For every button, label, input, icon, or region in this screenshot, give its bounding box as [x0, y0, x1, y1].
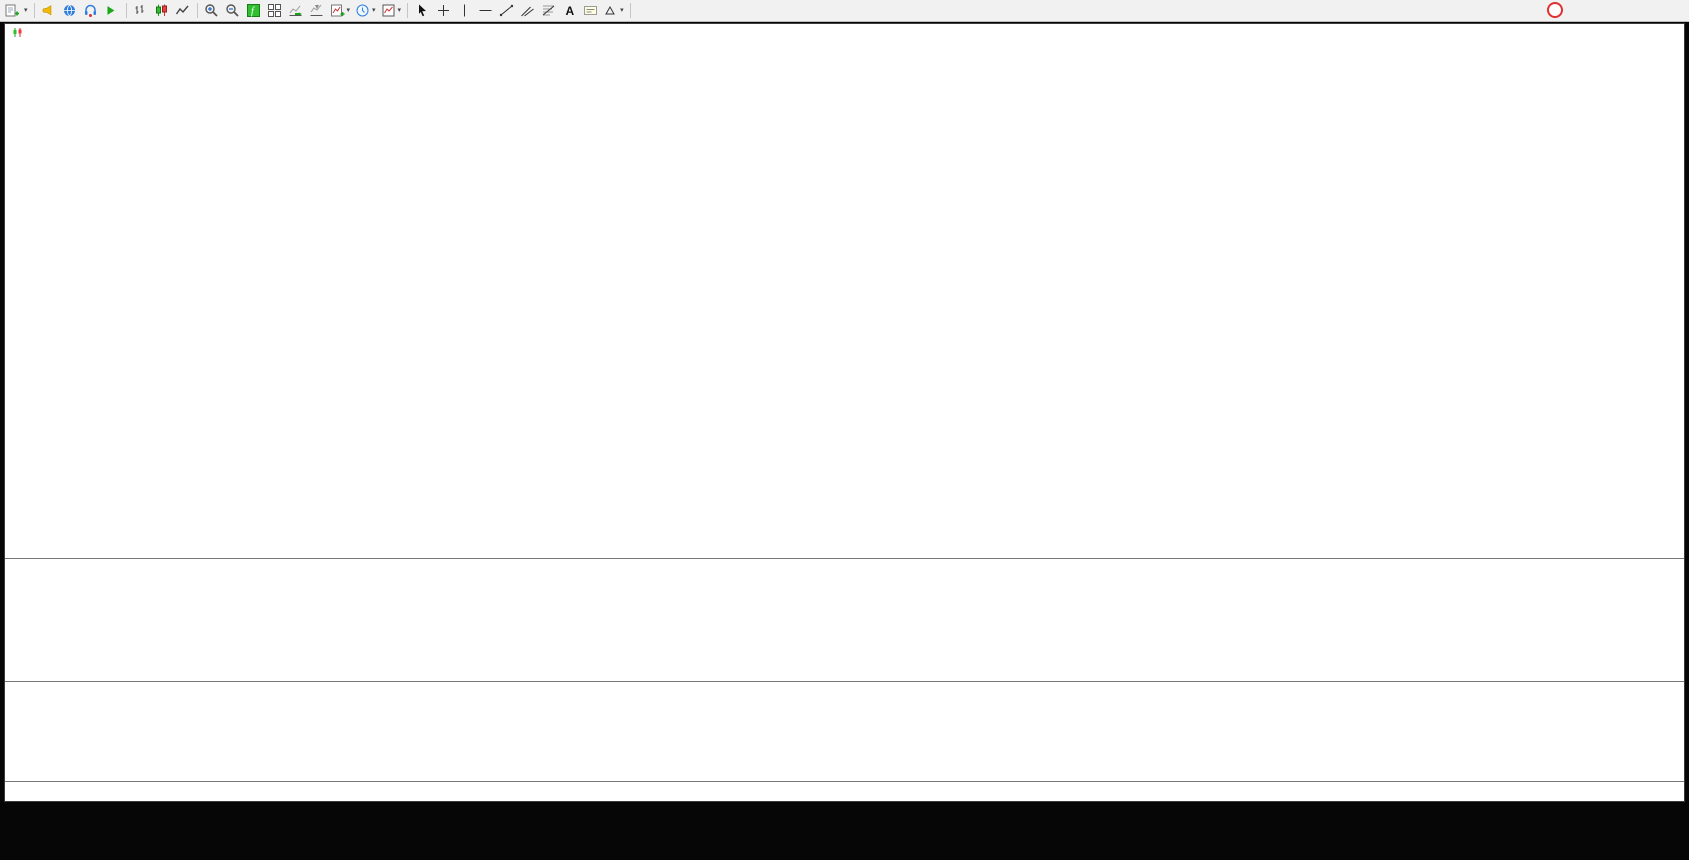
candle-chart-button[interactable] — [152, 2, 172, 20]
support-button[interactable] — [81, 2, 101, 20]
zoom-out-button[interactable] — [223, 2, 243, 20]
horizontal-line-icon — [479, 10, 492, 11]
toolbar-separator — [125, 3, 127, 18]
zoom-in-button[interactable] — [202, 2, 222, 20]
tile-windows-icon — [268, 4, 282, 17]
megaphone-icon — [42, 5, 52, 16]
zoom-in-icon — [205, 4, 218, 17]
play-icon — [107, 6, 115, 15]
headset-icon — [85, 4, 97, 17]
chart-window — [4, 23, 1685, 802]
fibonacci-tool-button[interactable] — [538, 2, 558, 20]
chevron-down-icon: ▾ — [620, 7, 624, 14]
svg-text:f: f — [251, 6, 255, 17]
template-icon — [382, 4, 395, 17]
clock-icon — [356, 4, 369, 17]
announcement-button[interactable] — [39, 2, 59, 20]
auto-trading-button[interactable] — [102, 2, 122, 20]
toolbar-separator — [407, 3, 409, 18]
vertical-line-icon — [463, 4, 465, 17]
auto-scroll-button[interactable] — [286, 2, 306, 20]
candle-chart-icon — [156, 4, 168, 16]
indicators-icon: f — [247, 4, 261, 17]
time-axis[interactable] — [5, 781, 1684, 801]
new-chart-button[interactable]: ▾ — [328, 2, 353, 20]
text-tool-button[interactable]: A — [559, 2, 579, 20]
trendline-tool-button[interactable] — [496, 2, 516, 20]
new-chart-icon — [330, 4, 345, 17]
bar-chart-button[interactable] — [131, 2, 151, 20]
fibonacci-icon — [542, 5, 554, 16]
auto-scroll-icon — [289, 5, 303, 16]
line-chart-button[interactable] — [173, 2, 193, 20]
line-chart-icon — [175, 5, 189, 15]
chart-shift-button[interactable] — [307, 2, 327, 20]
cursor-icon — [418, 4, 426, 17]
svg-text:A: A — [565, 4, 574, 18]
label-icon — [583, 6, 597, 15]
crosshair-tool-button[interactable] — [433, 2, 453, 20]
chevron-down-icon: ▾ — [24, 7, 28, 14]
crosshair-icon — [437, 5, 449, 16]
macd-canvas[interactable] — [5, 559, 1684, 681]
templates-button[interactable]: ▾ — [379, 2, 404, 20]
notification-badge[interactable] — [1547, 2, 1563, 18]
text-icon: A — [565, 4, 574, 18]
periods-button[interactable]: ▾ — [353, 2, 378, 20]
chevron-down-icon: ▾ — [372, 7, 376, 14]
vertical-line-tool-button[interactable] — [454, 2, 474, 20]
tile-windows-button[interactable] — [265, 2, 285, 20]
globe-icon — [64, 4, 76, 17]
shapes-icon — [605, 5, 615, 15]
rsi-pane — [5, 681, 1684, 781]
chart-title — [12, 27, 35, 38]
channel-tool-button[interactable] — [517, 2, 537, 20]
market-button[interactable] — [60, 2, 80, 20]
chart-shift-icon — [310, 4, 323, 16]
label-tool-button[interactable] — [580, 2, 600, 20]
rsi-canvas[interactable] — [5, 682, 1684, 781]
main-chart-pane — [5, 24, 1684, 558]
indicators-button[interactable]: f — [244, 2, 264, 20]
bar-chart-icon — [135, 5, 144, 14]
toolbar-separator — [33, 3, 35, 18]
chevron-down-icon: ▾ — [397, 7, 402, 14]
price-chart-canvas[interactable] — [5, 24, 1684, 558]
channel-icon — [520, 6, 534, 17]
toolbar-separator — [629, 3, 631, 18]
horizontal-line-tool-button[interactable] — [475, 2, 495, 20]
toolbar-separator — [196, 3, 198, 18]
new-order-button[interactable]: ▾ — [3, 2, 30, 20]
macd-pane — [5, 558, 1684, 681]
trendline-icon — [499, 4, 513, 17]
new-order-icon — [5, 4, 19, 17]
chevron-down-icon: ▾ — [346, 7, 351, 14]
toolbar: ▾ f ▾ — [0, 0, 1689, 22]
cursor-tool-button[interactable] — [412, 2, 432, 20]
chart-icon — [13, 28, 22, 37]
zoom-out-icon — [226, 4, 239, 17]
shapes-tool-button[interactable]: ▾ — [601, 2, 626, 20]
